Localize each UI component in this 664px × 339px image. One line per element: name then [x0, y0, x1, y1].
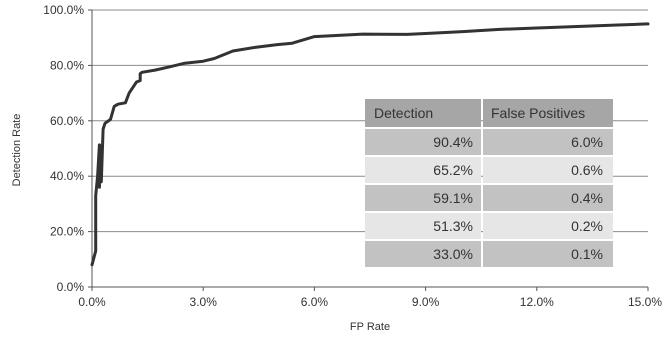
table-cell-false-positives: 0.1%	[571, 246, 603, 262]
x-tick-label: 6.0%	[301, 295, 329, 309]
results-table: Detection False Positives 90.4% 6.0% 65.2% 0.…	[365, 99, 613, 267]
y-tick-label: 60.0%	[50, 114, 84, 128]
x-tick-label: 12.0%	[520, 295, 554, 309]
x-tick-label: 3.0%	[190, 295, 218, 309]
table-cell-false-positives: 0.6%	[571, 162, 603, 178]
table-cell	[365, 129, 481, 155]
x-tick-labels: 0.0% 3.0% 6.0% 9.0% 12.0% 15.0%	[78, 287, 662, 309]
table-cell	[483, 185, 613, 211]
table-cell	[365, 157, 481, 183]
table-cell	[483, 213, 613, 239]
table-cell-detection: 90.4%	[433, 134, 473, 150]
y-tick-label: 100.0%	[43, 3, 84, 17]
table-cell-detection: 59.1%	[433, 190, 473, 206]
axes	[91, 10, 648, 288]
x-tick-label: 9.0%	[412, 295, 440, 309]
table-cell-detection: 51.3%	[433, 218, 473, 234]
y-axis-title: Detection Rate	[11, 114, 23, 187]
x-tick-label: 0.0%	[78, 295, 106, 309]
y-tick-label: 0.0%	[57, 280, 85, 294]
table-cell	[365, 185, 481, 211]
table-cell	[483, 129, 613, 155]
table-cell-false-positives: 0.4%	[571, 190, 603, 206]
y-tick-label: 40.0%	[50, 169, 84, 183]
x-axis-title: FP Rate	[350, 321, 390, 333]
table-cell	[483, 157, 613, 183]
series-group	[90, 22, 650, 267]
table-cell	[483, 241, 613, 267]
table-cell	[365, 213, 481, 239]
table-cell-false-positives: 0.2%	[571, 218, 603, 234]
table-header-cell	[483, 99, 613, 127]
y-tick-label: 20.0%	[50, 225, 84, 239]
x-tick-label: 15.0%	[628, 295, 662, 309]
y-tick-label: 80.0%	[50, 58, 84, 72]
table-cell-detection: 65.2%	[433, 162, 473, 178]
table-cell	[365, 241, 481, 267]
table-cell-false-positives: 6.0%	[571, 134, 603, 150]
table-header-cell	[365, 99, 481, 127]
table-header-detection: Detection	[374, 105, 433, 121]
table-cell-detection: 33.0%	[433, 246, 473, 262]
table-header-false-positives: False Positives	[491, 105, 585, 121]
y-tick-labels: 0.0% 20.0% 40.0% 60.0% 80.0% 100.0%	[43, 3, 92, 294]
series-line	[90, 22, 650, 267]
